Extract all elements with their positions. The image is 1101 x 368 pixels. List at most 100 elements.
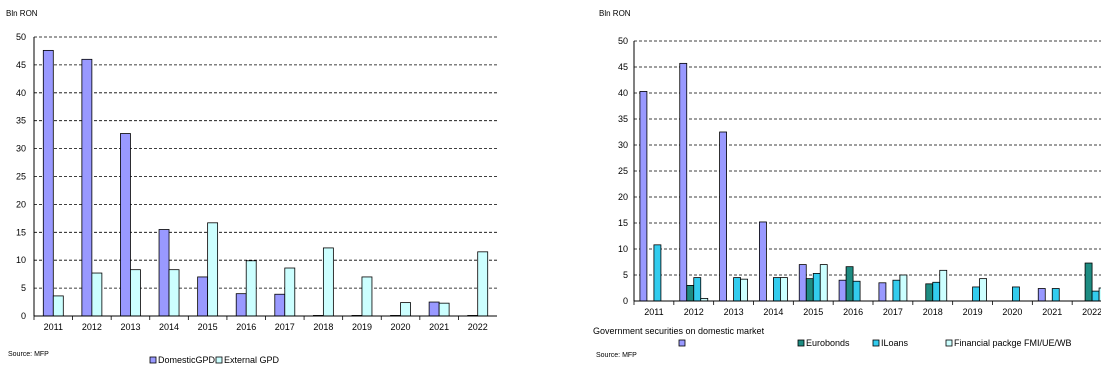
bar-iloans-2021 (1051, 288, 1060, 302)
legend-label-iloans: ILoans (881, 338, 909, 348)
bar-domesticgpd-2011 (42, 49, 54, 317)
y-tick-label: 0 (623, 296, 628, 306)
bar-government-securities-on-domestic-market-2011 (639, 91, 648, 302)
bar-government-securities-on-domestic-market-2012 (679, 62, 688, 302)
bar-government-securities-on-domestic-market-2016 (838, 279, 847, 302)
bar-financial-packge-fmi-ue-wb-2019 (979, 278, 987, 302)
y-tick-label: 0 (21, 311, 26, 321)
x-tick-label: 2020 (1002, 307, 1022, 317)
x-tick-label: 2016 (236, 322, 256, 332)
x-tick-label: 2013 (724, 307, 744, 317)
x-tick-label: 2022 (1082, 307, 1101, 317)
x-tick-label: 2018 (313, 322, 333, 332)
x-tick-label: 2011 (644, 307, 663, 317)
legend-label-domestic: DomesticGPD (158, 355, 216, 365)
bar-domesticgpd-2015 (197, 276, 209, 317)
chart-2-legend-series-1-label: Government securities on domestic market (593, 326, 765, 336)
bar-domesticgpd-2013 (120, 133, 131, 317)
legend-swatch-domestic (149, 356, 157, 364)
bar-external-gpd-2011 (52, 295, 64, 317)
bar-external-gpd-2015 (207, 222, 219, 317)
y-tick-label: 5 (623, 270, 628, 280)
bar-domesticgpd-2017 (274, 293, 286, 317)
x-tick-label: 2020 (391, 322, 411, 332)
bar-government-securities-on-domestic-market-2013 (719, 131, 727, 302)
y-tick-label: 45 (16, 60, 26, 70)
y-tick-label: 5 (21, 283, 26, 293)
x-tick-label: 2015 (198, 322, 218, 332)
bar-external-gpd-2016 (245, 260, 257, 317)
legend-label-external: External GPD (224, 355, 280, 365)
x-tick-label: 2021 (1042, 307, 1062, 317)
x-tick-label: 2019 (352, 322, 372, 332)
bar-financial-packge-fmi-ue-wb-2013 (740, 278, 748, 302)
bar-government-securities-on-domestic-market-2017 (878, 282, 887, 302)
bar-financial-packge-fmi-ue-wb-2014 (780, 277, 788, 302)
bar-eurobonds-2012 (686, 284, 695, 302)
x-tick-label: 2014 (159, 322, 179, 332)
bar-domesticgpd-2016 (235, 293, 247, 317)
bar-external-gpd-2017 (284, 267, 296, 317)
bar-financial-packge-fmi-ue-wb-2018 (939, 269, 948, 302)
bar-domesticgpd-2014 (158, 229, 170, 317)
bar-government-securities-on-domestic-market-2021 (1037, 288, 1046, 302)
legend-swatch-fmi (945, 339, 953, 347)
bar-iloans-2022 (1091, 290, 1100, 302)
x-tick-label: 2017 (275, 322, 295, 332)
bar-external-gpd-2019 (361, 276, 373, 317)
y-tick-label: 30 (618, 140, 628, 150)
legend-label-fmi: Financial packge FMI/UE/WB (954, 338, 1072, 348)
y-tick-label: 50 (16, 32, 26, 42)
legend-swatch-iloans (872, 339, 880, 347)
bar-eurobonds-2018 (925, 283, 934, 302)
chart-1-source: Source: MFP (8, 351, 49, 358)
legend-swatch-eurobonds (797, 339, 805, 347)
bar-iloans-2011 (653, 244, 662, 302)
bar-iloans-2017 (892, 279, 901, 302)
bar-iloans-2019 (972, 286, 980, 302)
x-tick-label: 2012 (684, 307, 704, 317)
x-tick-label: 2011 (44, 322, 63, 332)
chart-2: Bln RON 0 5 10 15 20 25 30 35 40 45 50 2011 2012 201… (593, 9, 1101, 359)
y-tick-label: 35 (618, 114, 628, 124)
x-tick-label: 2021 (429, 322, 449, 332)
x-tick-label: 2018 (923, 307, 943, 317)
legend-label-eurobonds: Eurobonds (806, 338, 850, 348)
bar-financial-packge-fmi-ue-wb-2017 (899, 274, 908, 302)
x-tick-label: 2015 (803, 307, 823, 317)
y-tick-label: 20 (618, 192, 628, 202)
bar-external-gpd-2021 (438, 302, 450, 317)
bar-eurobonds-2022 (1084, 262, 1093, 302)
bar-domesticgpd-2021 (428, 301, 440, 317)
chart-1: Bln RON 0 5 10 15 20 25 30 35 40 45 50 2011 2012 201… (6, 9, 497, 365)
bar-external-gpd-2018 (322, 247, 334, 317)
bar-external-gpd-2022 (477, 251, 489, 317)
x-tick-label: 2016 (843, 307, 863, 317)
x-tick-label: 2012 (82, 322, 102, 332)
y-tick-label: 50 (618, 36, 628, 46)
y-tick-label: 40 (618, 88, 628, 98)
y-tick-label: 20 (16, 199, 26, 209)
chart-2-source: Source: MFP (596, 352, 637, 359)
bar-eurobonds-2015 (805, 278, 814, 302)
y-tick-label: 40 (16, 88, 26, 98)
bar-government-securities-on-domestic-market-2015 (798, 264, 807, 302)
y-tick-label: 25 (16, 172, 26, 182)
y-tick-label: 30 (16, 144, 26, 154)
chart-1-legend: DomesticGPD External GPD (149, 355, 280, 365)
y-tick-label: 25 (618, 166, 628, 176)
bar-external-gpd-2012 (91, 272, 103, 317)
y-tick-label: 45 (618, 62, 628, 72)
y-tick-label: 35 (16, 116, 26, 126)
bar-iloans-2015 (812, 273, 821, 302)
bar-iloans-2013 (733, 277, 741, 302)
y-tick-label: 10 (16, 255, 26, 265)
bar-external-gpd-2013 (130, 269, 141, 317)
bar-domesticgpd-2012 (81, 58, 93, 317)
y-tick-label: 15 (16, 227, 26, 237)
chart-2-unit-label: Bln RON (599, 9, 631, 18)
bar-external-gpd-2020 (400, 302, 411, 317)
x-tick-label: 2013 (120, 322, 140, 332)
y-tick-label: 10 (618, 244, 628, 254)
